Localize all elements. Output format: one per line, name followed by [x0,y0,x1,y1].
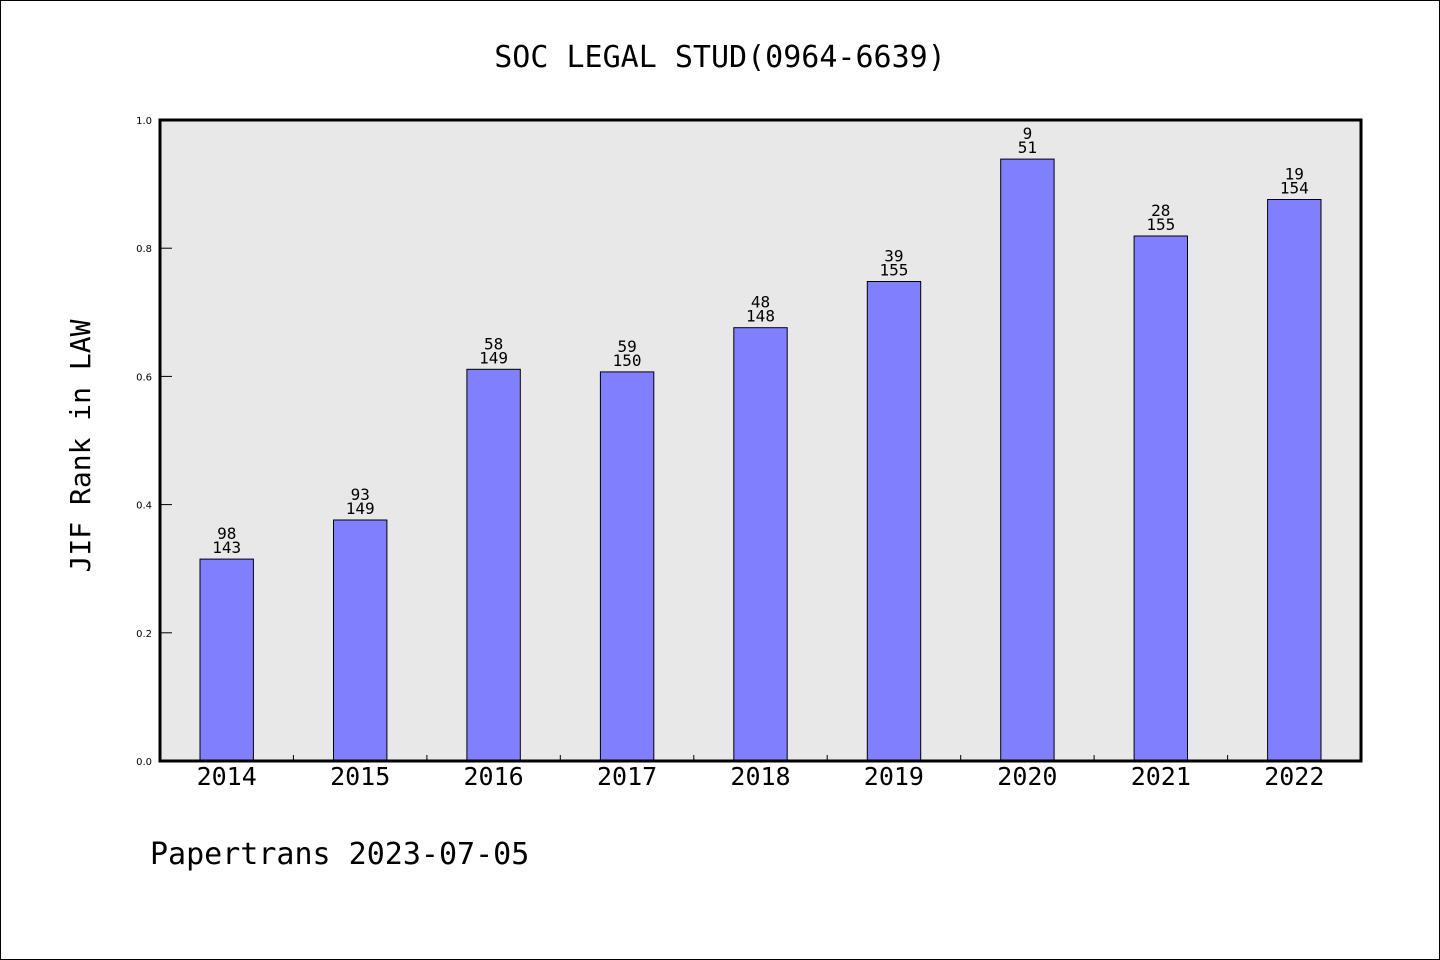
bar-label-rank: 58 [484,334,503,353]
bar-label-total: 51 [1018,138,1037,157]
footer-text: Papertrans 2023-07-05 [150,837,529,872]
y-tick-label: 0.2 [136,629,152,640]
x-tick-label: 2019 [864,762,924,791]
bar-label-total: 150 [613,351,642,370]
bar-2014 [199,558,254,762]
y-tick-label: 0.8 [136,244,152,255]
x-tick-label: 2017 [597,762,657,791]
bar-2016 [466,368,521,762]
bar-label-rank: 39 [884,247,903,266]
bar-2020 [1000,158,1055,762]
y-tick-label: 0.4 [136,501,152,512]
bar-labels: 9814393149581495915048148391559512815519… [212,124,1309,557]
y-tick-label: 0.0 [136,757,152,768]
bar-label-total: 155 [1146,215,1175,234]
x-tick-label: 2020 [997,762,1057,791]
bar-2019 [866,281,922,762]
x-tick-label: 2016 [463,762,523,791]
y-axis: 0.0 0.2 0.4 0.6 0.8 1.0 [136,116,172,768]
x-tick-label: 2022 [1264,762,1324,791]
x-tick-label: 2018 [730,762,790,791]
bar-label-total: 149 [479,348,508,367]
x-tick-label: 2014 [197,762,257,791]
x-tick-label: 2021 [1131,762,1191,791]
bar-label-rank: 98 [217,524,236,543]
y-tick-label: 1.0 [136,116,152,127]
y-axis-label: JIF Rank in LAW [64,319,97,572]
bar-2021 [1133,235,1188,762]
plot-border [158,118,1363,763]
x-axis: 2014 2015 2016 2017 2018 2019 2020 2021 2022 [197,755,1324,791]
y-tick-label: 0.6 [136,372,152,383]
bar-label-rank: 48 [751,293,770,312]
bar-2022 [1267,199,1322,762]
bar-label-total: 149 [346,499,375,518]
bar-label-total: 148 [746,307,775,326]
bar-label-rank: 59 [617,337,636,356]
bar-label-total: 143 [212,538,241,557]
chart-title: SOC LEGAL STUD(0964-6639) [494,40,946,75]
bar-label-rank: 19 [1285,165,1304,184]
x-tick-label: 2015 [330,762,390,791]
bars [199,158,1322,762]
bar-2018 [733,327,788,762]
bar-2015 [333,519,388,762]
bar-label-total: 155 [879,261,908,280]
bar-label-rank: 93 [351,485,370,504]
bar-label-rank: 28 [1151,201,1170,220]
bar-label-rank: 9 [1023,124,1033,143]
bar-2017 [599,371,655,762]
bar-label-total: 154 [1280,179,1309,198]
